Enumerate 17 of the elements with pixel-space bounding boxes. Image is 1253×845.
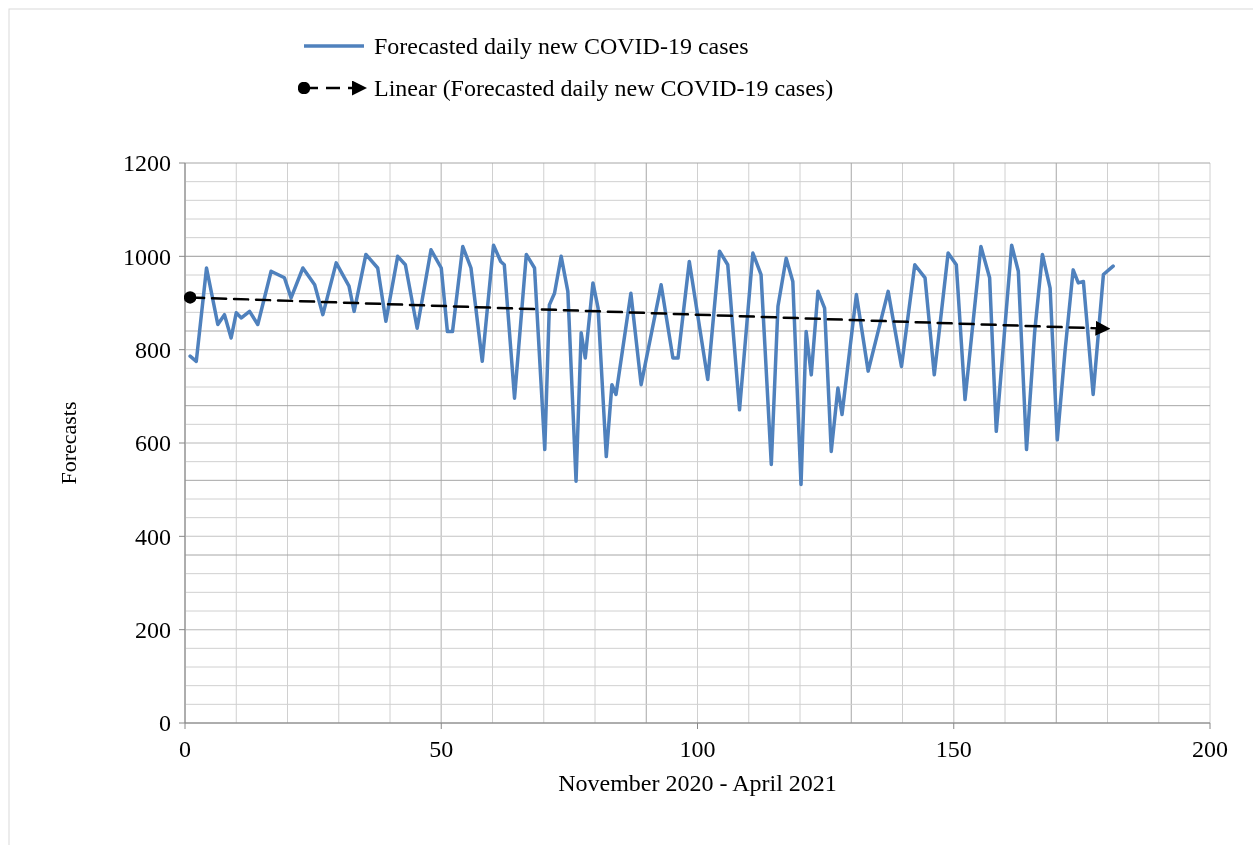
x-tick-label: 150 <box>935 736 972 762</box>
x-tick-label: 0 <box>179 736 191 762</box>
x-axis-title: November 2020 - April 2021 <box>558 770 837 796</box>
legend-label: Forecasted daily new COVID-19 cases <box>374 33 749 60</box>
y-tick-label: 600 <box>135 430 171 457</box>
x-tick-label: 200 <box>1192 736 1228 762</box>
legend-label: Linear (Forecasted daily new COVID-19 cases) <box>374 75 834 102</box>
y-tick-label: 400 <box>135 523 171 550</box>
y-tick-label: 1000 <box>123 243 171 270</box>
line-series <box>188 243 1115 487</box>
y-tick-label: 800 <box>135 337 171 364</box>
x-tick-label: 100 <box>679 736 716 762</box>
y-axis-title: Forecasts <box>56 401 81 485</box>
y-tick-label: 0 <box>159 710 171 737</box>
y-tick-label: 1200 <box>123 150 171 177</box>
y-tick-label: 200 <box>135 617 171 644</box>
x-tick-label: 50 <box>429 736 454 762</box>
